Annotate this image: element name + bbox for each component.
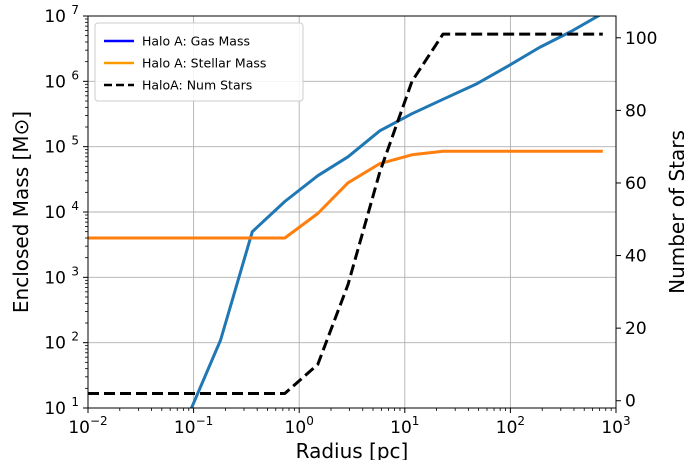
x-tick-label: 10−1	[174, 414, 213, 438]
x-tick-label: 103	[601, 414, 630, 438]
y2-tick-label: 0	[625, 392, 636, 412]
y2-axis-label: Number of Stars	[665, 130, 684, 294]
y-tick-label: 10 4	[44, 199, 79, 223]
y-tick-label: 10 2	[44, 330, 79, 354]
y-axis-label: Enclosed Mass [M⊙]	[9, 111, 33, 313]
legend: Halo A: Gas Mass Halo A: Stellar Mass Halo…	[94, 22, 304, 102]
y2-tick-label: 40	[625, 247, 647, 267]
y2-tick-label: 20	[625, 319, 647, 339]
x-tick-label: 10−2	[68, 414, 107, 438]
series-layer	[88, 16, 603, 408]
y2-tick-label: 100	[625, 29, 657, 49]
y-tick-label: 10 7	[44, 3, 79, 27]
x-tick-label: 102	[496, 414, 525, 438]
legend-label: Halo A: Gas Mass	[142, 34, 250, 49]
y2-tick-label: 80	[625, 101, 647, 121]
y-tick-label: 10 3	[44, 264, 79, 288]
series-line-halo-a-gas-mass	[189, 16, 602, 408]
y-tick-label: 10 5	[44, 134, 79, 158]
x-axis-label: Radius [pc]	[296, 439, 409, 460]
series-line-halo-a-stellar-mass	[88, 149, 603, 240]
legend-label: Halo A: Stellar Mass	[142, 56, 266, 71]
y-tick-label: 10 1	[44, 395, 79, 419]
legend-label: HaloA: Num Stars	[142, 78, 252, 93]
legend-box	[94, 22, 304, 102]
y-tick-label: 10 6	[44, 68, 79, 92]
x-tick-label: 100	[285, 414, 314, 438]
x-tick-label: 101	[390, 414, 419, 438]
y2-tick-label: 60	[625, 174, 647, 194]
series-line-haloa-num-stars	[88, 32, 603, 395]
